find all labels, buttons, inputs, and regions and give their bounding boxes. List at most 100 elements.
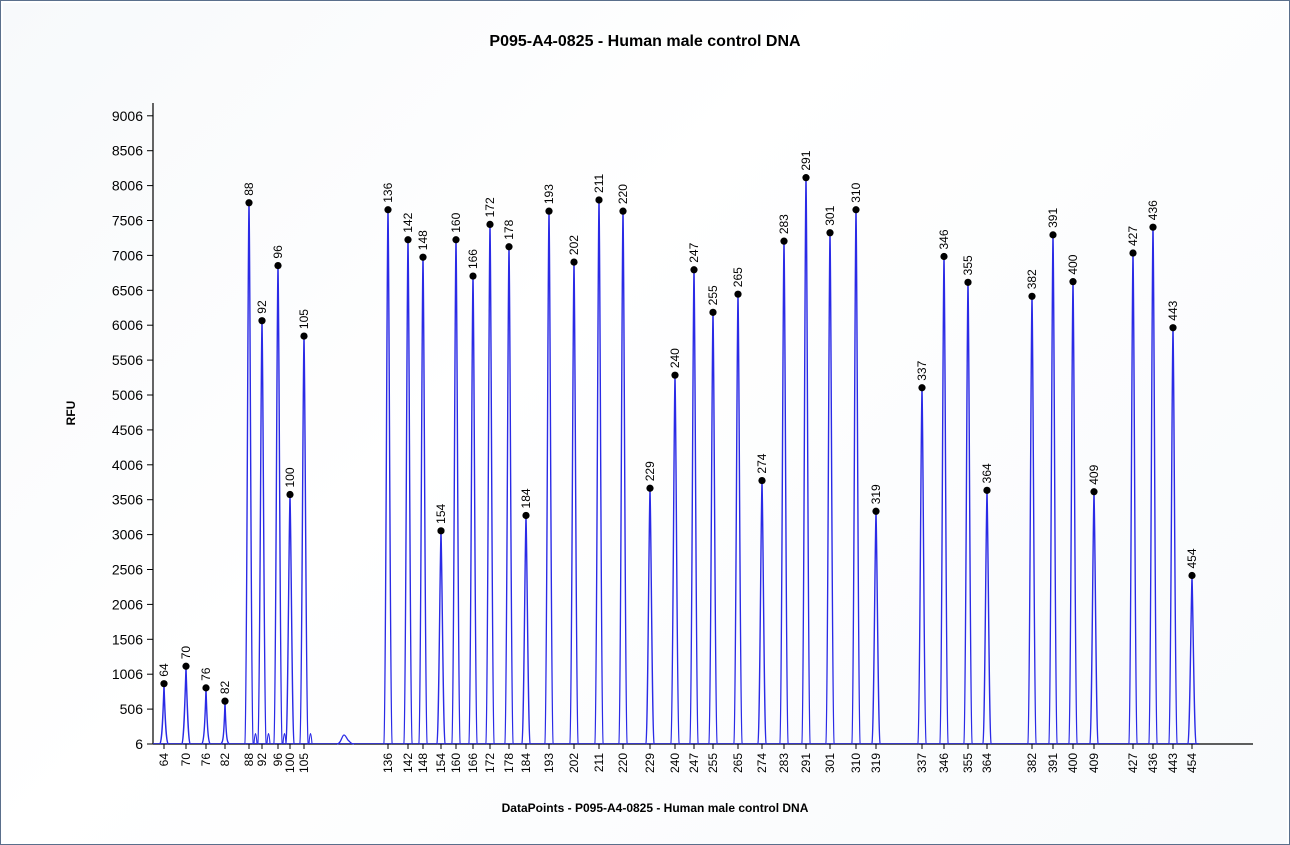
- peak-marker: [690, 266, 698, 274]
- peak-label: 443: [1166, 300, 1180, 320]
- x-tick-label: 96: [271, 753, 285, 767]
- peak-marker: [983, 486, 991, 494]
- x-tick-label: 391: [1046, 753, 1060, 773]
- trace-peak: [871, 511, 881, 745]
- trace-peak: [851, 209, 861, 745]
- x-tick-label: 64: [157, 753, 171, 767]
- peak-label: 178: [502, 219, 516, 239]
- x-tick-label: 454: [1185, 753, 1199, 773]
- x-tick-label: 355: [961, 753, 975, 773]
- y-tick-label: 506: [120, 701, 144, 717]
- peak-label: 409: [1087, 464, 1101, 484]
- peak-label: 247: [687, 242, 701, 262]
- peak-marker: [160, 680, 168, 688]
- peak-marker: [802, 174, 810, 182]
- peak-label: 240: [668, 348, 682, 368]
- peak-label: 92: [255, 300, 269, 314]
- trace-peak: [670, 375, 680, 745]
- x-tick-label: 166: [466, 753, 480, 773]
- peak-label: 184: [519, 488, 533, 508]
- trace-peak: [939, 256, 949, 745]
- trace-peak: [418, 257, 428, 745]
- y-tick-label: 5506: [112, 352, 143, 368]
- trace-shoulder: [308, 732, 313, 745]
- x-tick-label: 172: [483, 753, 497, 773]
- x-tick-label: 105: [297, 753, 311, 773]
- y-tick-label: 6006: [112, 317, 143, 333]
- x-tick-label: 346: [937, 753, 951, 773]
- peak-marker: [452, 236, 460, 244]
- peak-marker: [384, 206, 392, 214]
- y-tick-label: 1506: [112, 631, 143, 647]
- trace-peak: [159, 683, 169, 745]
- peak-marker: [469, 272, 477, 280]
- peak-marker: [419, 253, 427, 261]
- peak-label: 88: [242, 182, 256, 196]
- trace-peak: [801, 177, 811, 745]
- electropherogram-chart: P095-A4-0825 - Human male control DNA RF…: [64, 33, 1253, 815]
- x-tick-label: 427: [1126, 753, 1140, 773]
- peak-label: 454: [1185, 548, 1199, 568]
- x-tick-label: 409: [1087, 753, 1101, 773]
- trace-peak: [1048, 234, 1058, 745]
- peak-label: 391: [1046, 208, 1060, 228]
- x-tick-label: 301: [823, 753, 837, 773]
- peak-label: 382: [1025, 269, 1039, 289]
- peak-label: 427: [1126, 226, 1140, 246]
- peak-marker: [1149, 223, 1157, 231]
- peak-marker: [437, 527, 445, 535]
- peak-label: 346: [937, 229, 951, 249]
- trace-peak: [383, 209, 393, 745]
- peak-marker: [964, 278, 972, 286]
- x-tick-label: 88: [242, 753, 256, 767]
- peak-marker: [221, 697, 229, 705]
- trace-peak: [689, 269, 699, 745]
- x-tick-label: 148: [416, 753, 430, 773]
- x-tick-label: 76: [199, 753, 213, 767]
- peak-marker: [1188, 571, 1196, 580]
- x-tick-label: 154: [434, 753, 448, 773]
- x-tick-label: 136: [381, 753, 395, 773]
- peak-marker: [826, 229, 834, 237]
- y-tick-label: 8006: [112, 178, 143, 194]
- y-tick-label: 4006: [112, 457, 143, 473]
- x-tick-label: 310: [849, 753, 863, 773]
- y-tick-label: 7006: [112, 247, 143, 263]
- y-tick-label: 3006: [112, 527, 143, 543]
- y-tick-label: 6: [135, 736, 143, 752]
- trace-shoulder: [266, 732, 271, 745]
- peak-label: 436: [1146, 200, 1160, 220]
- x-tick-label: 160: [449, 753, 463, 773]
- peak-label: 154: [434, 503, 448, 523]
- peak-label: 400: [1066, 254, 1080, 274]
- trace-peak: [285, 494, 295, 745]
- trace-peak: [982, 490, 992, 745]
- chart-panel: P095-A4-0825 - Human male control DNA RF…: [3, 3, 1287, 844]
- peak-marker: [1028, 292, 1036, 300]
- peak-marker: [522, 511, 530, 520]
- trace-peak: [1187, 575, 1197, 745]
- peak-marker: [202, 684, 210, 692]
- peak-marker: [758, 476, 766, 485]
- peak-label: 255: [706, 285, 720, 305]
- trace-peak: [299, 336, 309, 745]
- peak-label: 136: [381, 182, 395, 202]
- y-tick-label: 6506: [112, 282, 143, 298]
- x-tick-label: 178: [502, 753, 516, 773]
- trace-group: [153, 177, 1199, 745]
- y-tick-label: 4506: [112, 422, 143, 438]
- trace-peak: [594, 199, 604, 745]
- trace-peak: [757, 480, 767, 745]
- peak-marker: [780, 237, 788, 245]
- trace-peak: [181, 666, 191, 745]
- peak-marker: [709, 308, 717, 316]
- peak-label: 193: [542, 184, 556, 204]
- peak-marker: [404, 236, 412, 244]
- trace-peak: [451, 239, 461, 745]
- peak-marker: [852, 206, 860, 214]
- trace-peak: [521, 515, 531, 745]
- trace-peak: [1027, 296, 1037, 745]
- trace-peak: [963, 282, 973, 745]
- trace-peak: [708, 312, 718, 745]
